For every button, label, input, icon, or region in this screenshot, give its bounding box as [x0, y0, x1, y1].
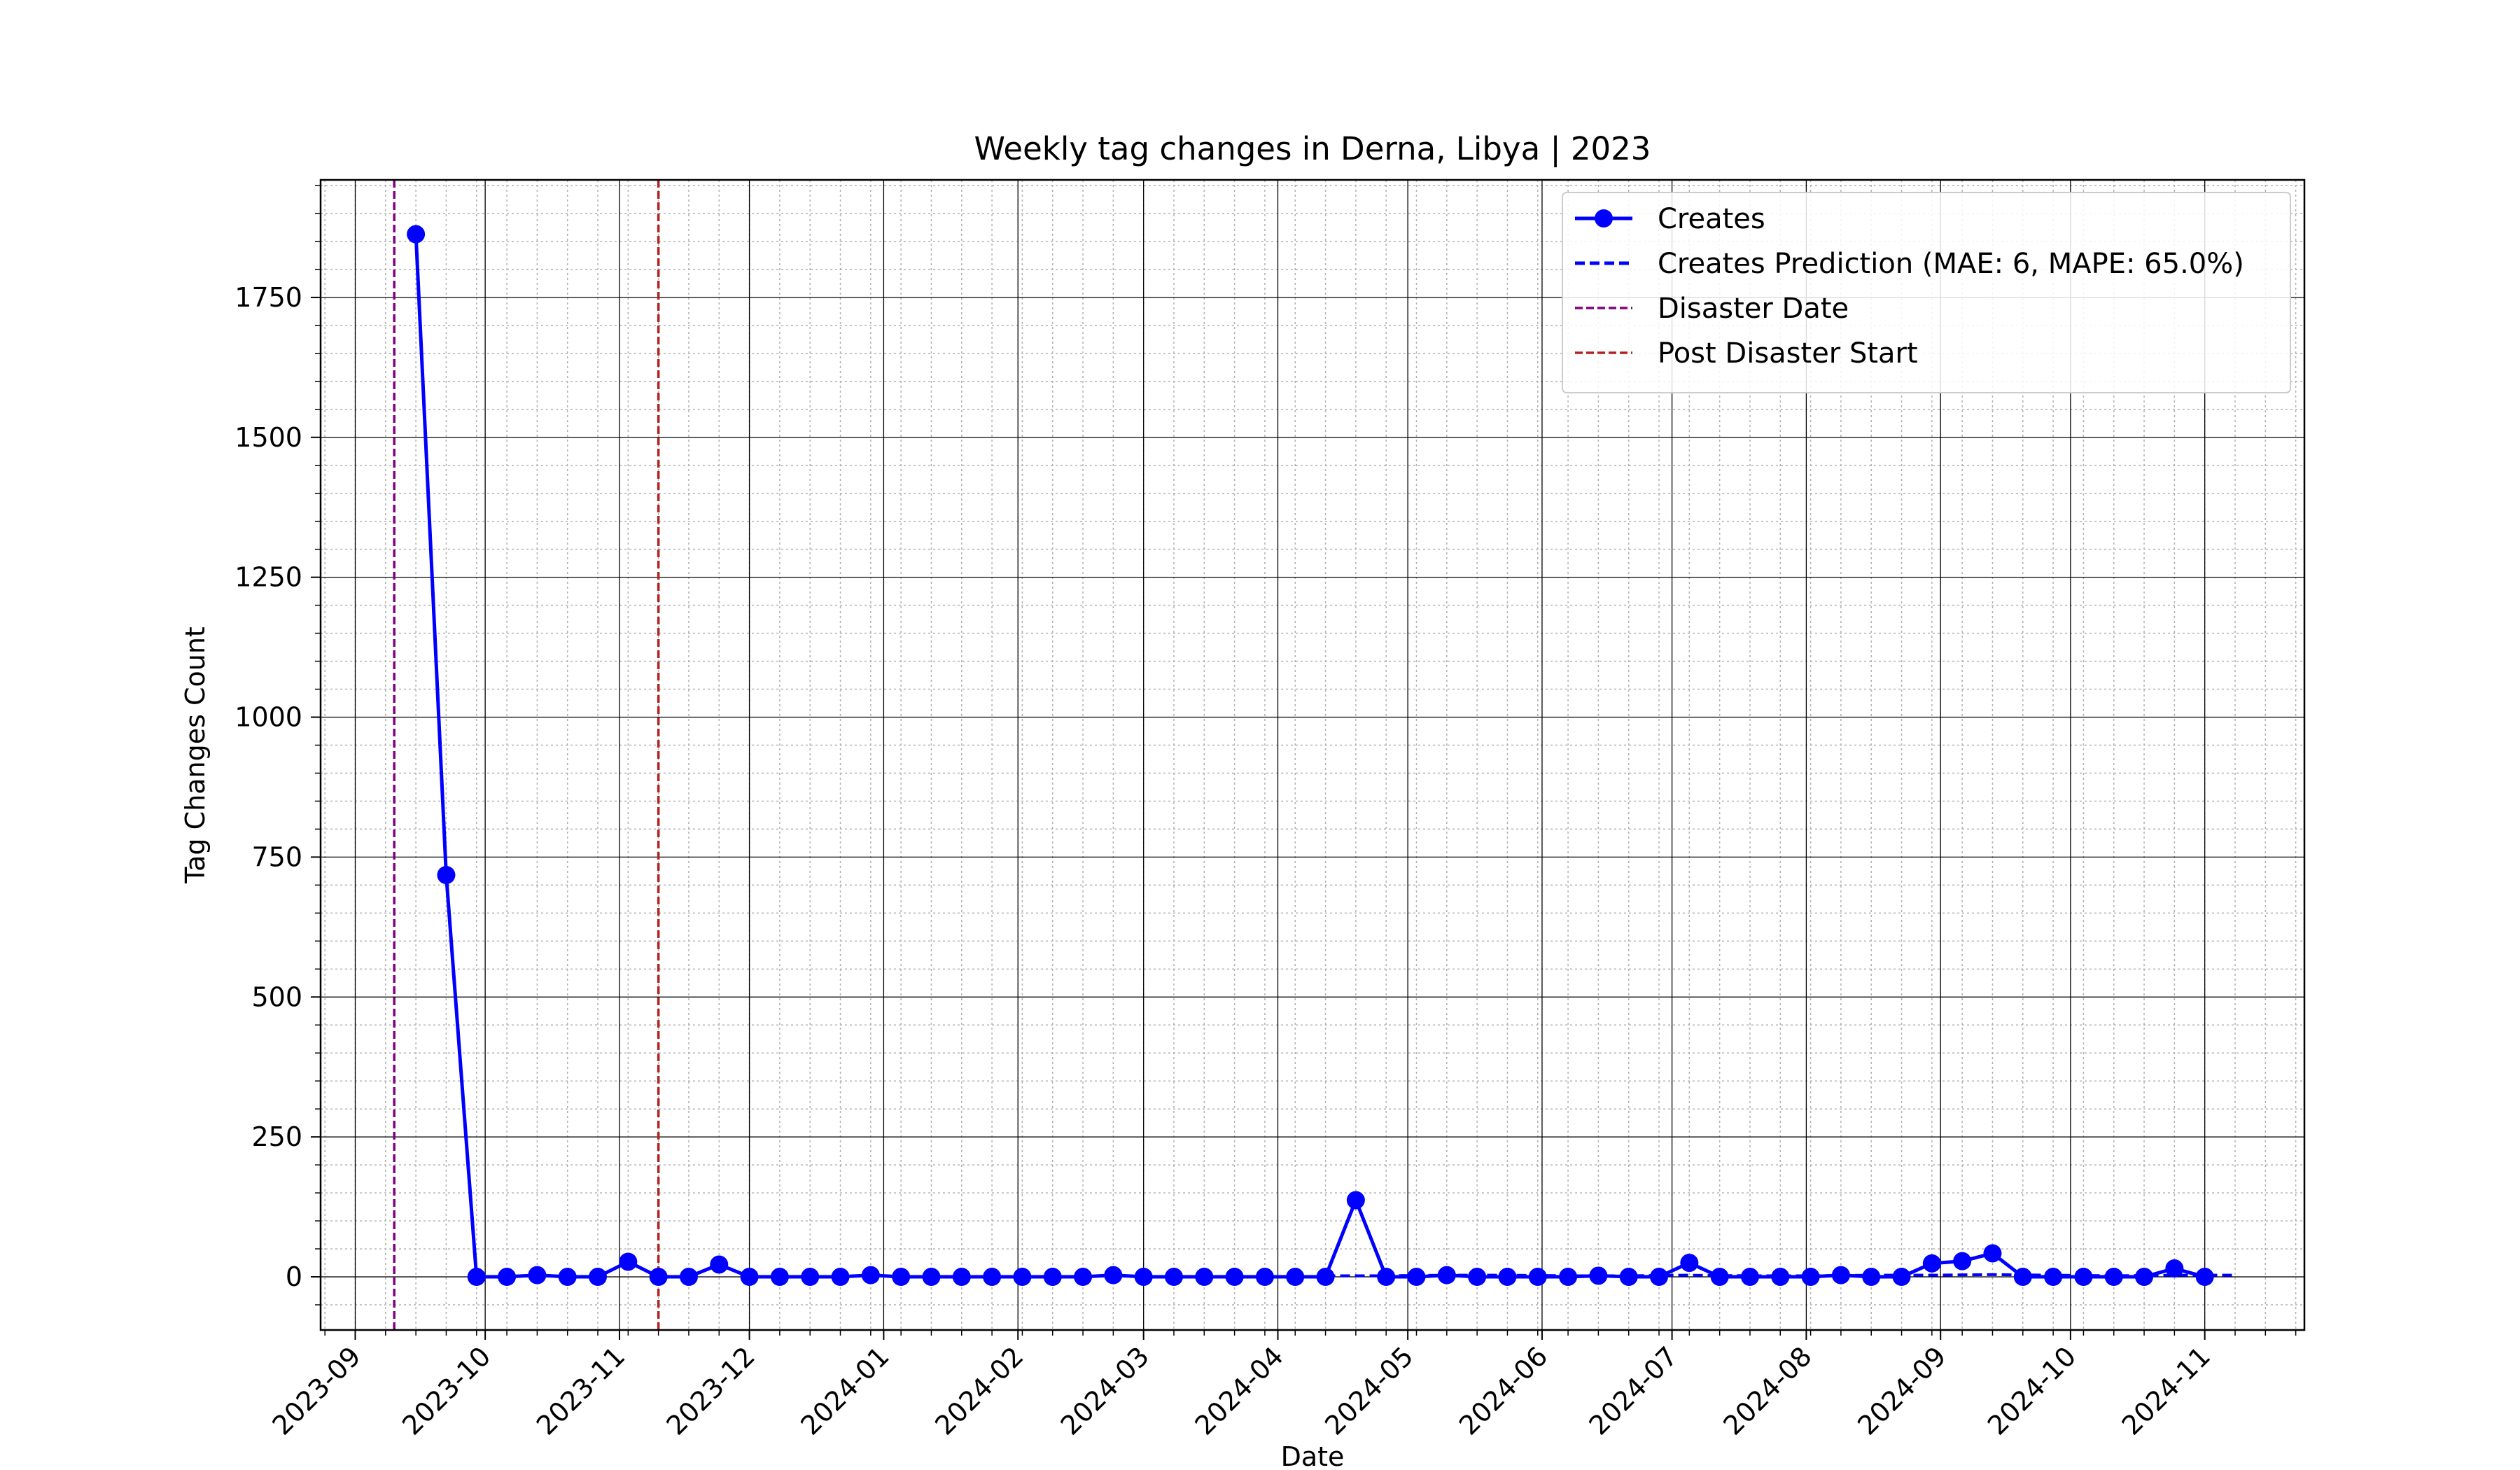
data-point: [1286, 1268, 1305, 1287]
data-point: [861, 1266, 880, 1284]
legend-label: Post Disaster Start: [1658, 337, 1918, 370]
data-point: [467, 1268, 486, 1287]
y-tick-label: 250: [251, 1121, 302, 1152]
data-point: [801, 1268, 820, 1287]
y-tick-label: 750: [251, 841, 302, 872]
event-lines: [393, 180, 660, 1330]
legend-box: [1562, 192, 2291, 393]
data-point: [649, 1268, 668, 1287]
legend-label: Creates: [1658, 203, 1765, 235]
data-point: [1498, 1268, 1517, 1287]
data-point: [498, 1268, 517, 1287]
data-point: [1346, 1191, 1365, 1210]
data-point: [983, 1268, 1002, 1287]
data-point: [1164, 1268, 1183, 1287]
y-tick-label: 1500: [234, 422, 302, 453]
data-point: [2135, 1268, 2154, 1287]
data-point: [407, 225, 426, 244]
data-point: [1043, 1268, 1062, 1287]
y-tick-label: 500: [251, 981, 302, 1012]
data-point: [1953, 1252, 1972, 1270]
series-prediction-line: [1325, 1273, 2235, 1278]
data-point: [1983, 1244, 2002, 1263]
data-point: [1255, 1268, 1274, 1287]
data-point: [1650, 1268, 1669, 1287]
y-tick-label: 1750: [234, 282, 302, 313]
data-point: [1013, 1268, 1032, 1287]
data-point: [437, 865, 456, 884]
data-point: [1862, 1268, 1881, 1287]
data-point: [770, 1268, 789, 1287]
data-point: [528, 1266, 547, 1284]
data-point: [1195, 1268, 1214, 1287]
data-point: [679, 1268, 698, 1287]
plot-frame: [319, 178, 2306, 1331]
data-point: [589, 1268, 608, 1287]
x-axis-label: Date: [1281, 1441, 1345, 1470]
data-point: [1468, 1268, 1487, 1287]
legend-marker: [1595, 209, 1613, 227]
legend-label: Disaster Date: [1658, 293, 1849, 325]
chart-title: Weekly tag changes in Derna, Libya | 202…: [974, 130, 1651, 167]
legend: Creates Creates Prediction (MAE: 6, MAPE:…: [1562, 192, 2291, 393]
data-point: [1225, 1268, 1244, 1287]
y-tick-label: 0: [286, 1261, 302, 1292]
data-point: [1771, 1268, 1790, 1287]
data-point: [1134, 1268, 1153, 1287]
series-layer: [407, 225, 2235, 1287]
data-point: [831, 1268, 850, 1287]
data-point: [952, 1268, 971, 1287]
data-point: [1922, 1254, 1941, 1273]
data-point: [2165, 1259, 2184, 1278]
data-point: [2044, 1268, 2063, 1287]
data-point: [1892, 1268, 1911, 1287]
y-tick-label: 1000: [234, 702, 302, 733]
data-point: [619, 1252, 638, 1271]
data-point: [1710, 1268, 1729, 1287]
data-point: [558, 1268, 577, 1287]
legend-label: Creates Prediction (MAE: 6, MAPE: 65.0%): [1658, 248, 2244, 280]
data-point: [1104, 1266, 1123, 1284]
data-point: [1740, 1268, 1759, 1287]
y-axis-label: Tag Changes Count: [180, 626, 211, 884]
data-point: [740, 1268, 759, 1287]
data-point: [2013, 1268, 2032, 1287]
data-point: [892, 1268, 911, 1287]
data-point: [2195, 1268, 2214, 1287]
data-point: [1680, 1254, 1699, 1273]
data-point: [710, 1255, 729, 1274]
data-point: [922, 1268, 941, 1287]
y-tick-label: 1250: [234, 562, 302, 593]
data-point: [1074, 1268, 1093, 1287]
